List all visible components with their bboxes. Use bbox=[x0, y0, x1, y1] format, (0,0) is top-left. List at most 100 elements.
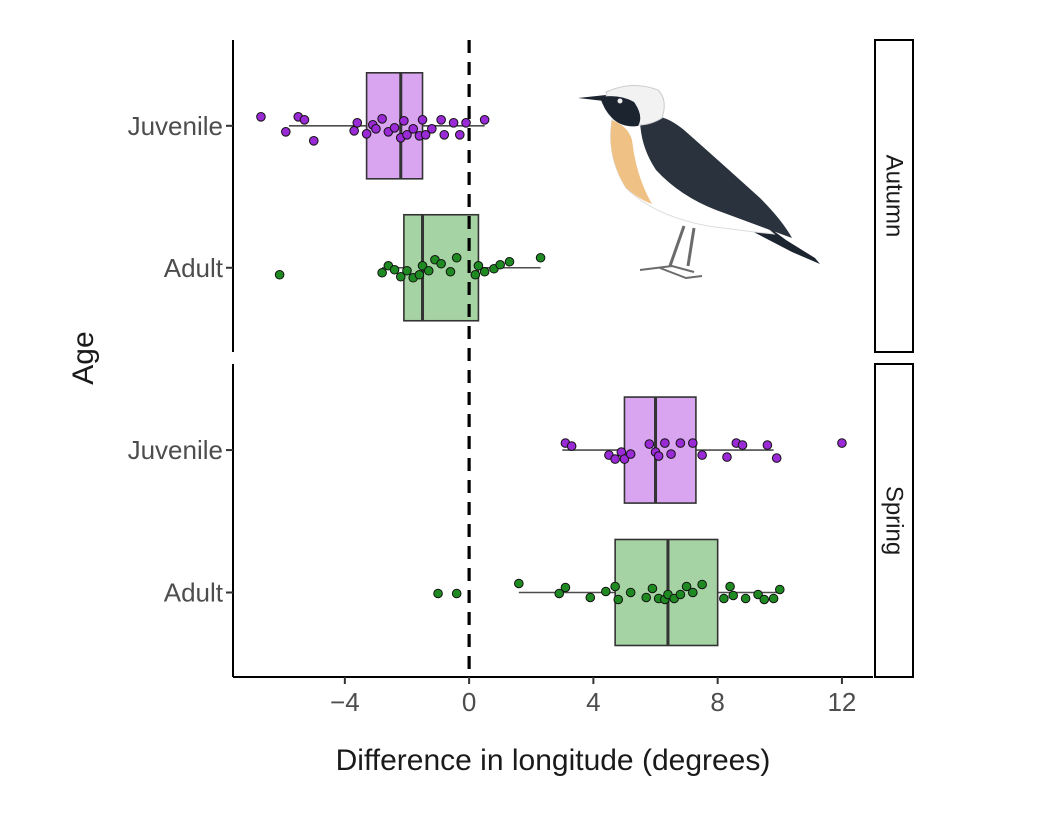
data-point bbox=[451, 252, 462, 263]
data-point bbox=[688, 587, 698, 598]
data-point bbox=[688, 438, 698, 448]
data-point bbox=[408, 124, 418, 134]
data-point bbox=[371, 124, 381, 134]
y-axis-title: Age bbox=[67, 331, 100, 384]
data-point bbox=[281, 127, 291, 137]
facet-autumn: Autumn Juvenile Adult bbox=[128, 39, 914, 353]
data-point bbox=[417, 260, 428, 271]
data-point bbox=[619, 454, 630, 464]
data-point bbox=[436, 258, 446, 269]
data-point bbox=[514, 578, 524, 589]
data-point bbox=[389, 123, 400, 133]
facet-strip-label: Spring bbox=[881, 486, 908, 555]
x-tick-label: 8 bbox=[710, 687, 724, 717]
data-point bbox=[439, 130, 450, 140]
x-tick-label: 0 bbox=[462, 687, 476, 717]
wheatear-bird-illustration bbox=[578, 85, 820, 280]
data-point bbox=[461, 118, 471, 128]
data-point bbox=[299, 115, 310, 125]
data-point bbox=[675, 438, 686, 448]
data-point bbox=[417, 115, 428, 125]
data-point bbox=[613, 594, 624, 605]
group-adult: Adult bbox=[164, 213, 546, 322]
data-point bbox=[448, 118, 459, 128]
data-point bbox=[625, 587, 636, 598]
box bbox=[623, 396, 697, 504]
data-point bbox=[308, 136, 319, 146]
data-point bbox=[660, 438, 670, 448]
data-point bbox=[479, 115, 490, 125]
data-point bbox=[402, 130, 412, 140]
data-point bbox=[554, 588, 565, 599]
group-juvenile: Juvenile bbox=[128, 396, 847, 504]
data-point bbox=[737, 440, 748, 450]
data-point bbox=[653, 451, 664, 461]
data-point bbox=[274, 269, 285, 280]
data-point bbox=[759, 594, 770, 605]
facet-strip-label: Autumn bbox=[881, 155, 908, 238]
data-point bbox=[768, 593, 779, 604]
data-point bbox=[473, 260, 484, 271]
data-point bbox=[349, 126, 359, 136]
data-point bbox=[647, 583, 658, 594]
data-point bbox=[697, 450, 707, 460]
y-tick-label: Adult bbox=[164, 253, 224, 283]
data-point bbox=[697, 579, 707, 590]
data-point bbox=[395, 271, 406, 282]
data-point bbox=[610, 454, 620, 464]
data-point bbox=[774, 584, 785, 595]
data-point bbox=[644, 439, 655, 449]
data-point bbox=[535, 252, 546, 263]
data-point bbox=[666, 449, 676, 459]
y-tick-label: Juvenile bbox=[128, 435, 223, 465]
data-point bbox=[722, 452, 732, 462]
data-point bbox=[585, 592, 596, 603]
data-point bbox=[753, 589, 763, 600]
data-point bbox=[256, 112, 266, 122]
data-point bbox=[361, 129, 372, 139]
data-point bbox=[427, 124, 437, 134]
group-juvenile: Juvenile bbox=[128, 72, 490, 180]
facet-strip bbox=[874, 363, 914, 678]
data-point bbox=[728, 590, 738, 601]
data-point bbox=[601, 586, 611, 597]
data-point bbox=[719, 593, 729, 604]
x-tick-label: −4 bbox=[330, 687, 360, 717]
data-point bbox=[399, 116, 409, 126]
data-point bbox=[451, 588, 462, 599]
data-point bbox=[641, 592, 652, 603]
data-point bbox=[423, 265, 434, 276]
data-point bbox=[504, 256, 515, 267]
data-point bbox=[725, 581, 735, 592]
x-axis-title: Difference in longitude (degrees) bbox=[336, 744, 771, 777]
data-point bbox=[433, 588, 443, 599]
data-point bbox=[762, 440, 773, 450]
data-point bbox=[420, 130, 431, 140]
y-tick-label: Juvenile bbox=[128, 111, 223, 141]
data-point bbox=[414, 269, 425, 280]
y-tick-label: Adult bbox=[164, 577, 224, 607]
data-point bbox=[470, 269, 481, 280]
facet-strip bbox=[874, 39, 914, 353]
data-point bbox=[436, 115, 446, 125]
data-point bbox=[610, 581, 620, 592]
facet-spring: Spring Juvenile Adult bbox=[128, 363, 914, 678]
data-point bbox=[445, 266, 456, 277]
data-point bbox=[675, 589, 686, 600]
data-point bbox=[377, 267, 387, 278]
x-tick-label: 12 bbox=[827, 687, 856, 717]
data-point bbox=[454, 130, 465, 140]
data-point bbox=[681, 581, 692, 592]
data-point bbox=[837, 438, 847, 448]
data-point bbox=[402, 265, 412, 276]
x-axis: −4 0 4 8 12 Difference in longitude (degrees)… bbox=[67, 331, 873, 777]
x-tick-label: 4 bbox=[586, 687, 600, 717]
data-point bbox=[625, 449, 636, 459]
data-point bbox=[352, 118, 363, 128]
data-point bbox=[560, 582, 571, 593]
group-adult: Adult bbox=[164, 538, 785, 647]
data-point bbox=[389, 264, 400, 275]
data-point bbox=[479, 266, 490, 277]
data-point bbox=[771, 453, 782, 463]
